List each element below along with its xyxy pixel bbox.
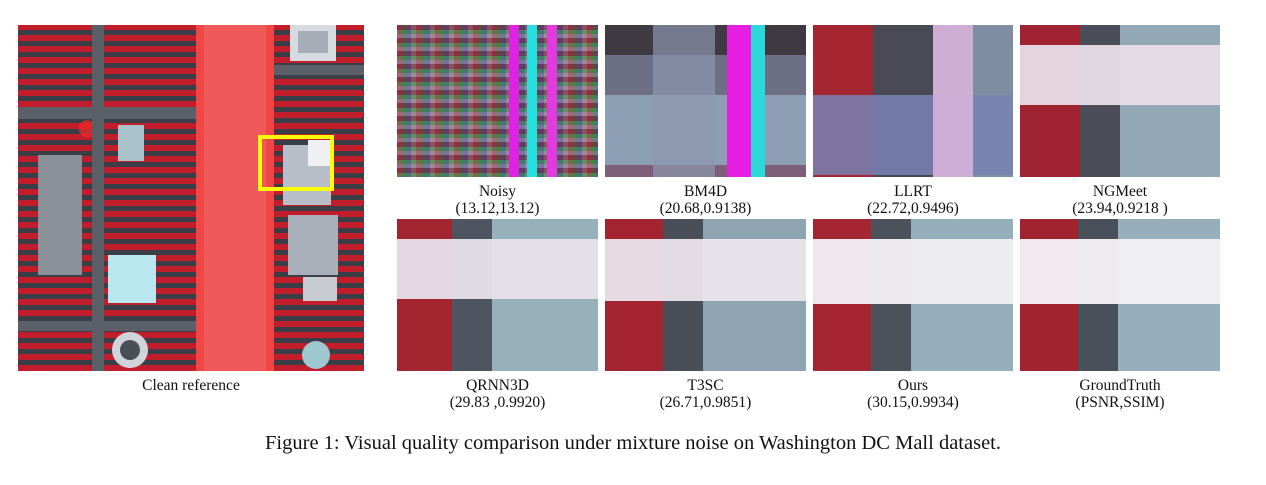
clean-reference-image: [18, 25, 364, 371]
panel-groundtruth-image: [1020, 219, 1220, 371]
panel-llrt-name: LLRT: [894, 183, 932, 200]
panel-groundtruth-name: GroundTruth: [1079, 377, 1161, 394]
building: [108, 255, 156, 303]
panel-ngmeet-metric: (23.94,0.9218 ): [1072, 200, 1168, 217]
panel-bm4d-metric: (20.68,0.9138): [659, 200, 752, 217]
building: [288, 215, 338, 275]
building: [118, 125, 144, 161]
clean-reference-scene: [18, 25, 364, 371]
panel-t3sc-metric: (26.71,0.9851): [659, 394, 752, 411]
panel-ngmeet-name: NGMeet: [1092, 183, 1148, 200]
panel-qrnn3d-name: QRNN3D: [466, 377, 529, 394]
panel-llrt-caption: LLRT (22.72,0.9496): [813, 183, 1013, 217]
panel-qrnn3d-image: [397, 219, 598, 371]
panel-noisy-caption: Noisy (13.12,13.12): [397, 183, 598, 217]
panel-groundtruth-metric: (PSNR,SSIM): [1075, 394, 1165, 411]
panel-groundtruth-caption: GroundTruth (PSNR,SSIM): [1020, 377, 1220, 411]
clean-reference-label: Clean reference: [142, 377, 240, 394]
panel-ours-metric: (30.15,0.9934): [867, 394, 959, 411]
panel-noisy-image: [397, 25, 598, 177]
panel-ngmeet-image: [1020, 25, 1220, 177]
panel-ours-caption: Ours (30.15,0.9934): [813, 377, 1013, 411]
panel-qrnn3d-caption: QRNN3D (29.83 ,0.9920): [397, 377, 598, 411]
panel-qrnn3d-metric: (29.83 ,0.9920): [449, 394, 546, 411]
panel-ours-image: [813, 219, 1013, 371]
figure-caption: Figure 1: Visual quality comparison unde…: [265, 432, 1001, 454]
panel-bm4d-name: BM4D: [683, 183, 728, 200]
panel-noisy-metric: (13.12,13.12): [455, 200, 540, 217]
panel-t3sc-caption: T3SC (26.71,0.9851): [605, 377, 806, 411]
building: [38, 155, 82, 275]
panel-ours-name: Ours: [897, 377, 929, 394]
panel-t3sc-name: T3SC: [687, 377, 724, 394]
panel-noisy-name: Noisy: [478, 183, 517, 200]
panel-t3sc-image: [605, 219, 806, 371]
panel-bm4d-image: [605, 25, 806, 177]
panel-llrt-metric: (22.72,0.9496): [867, 200, 959, 217]
highlight-box: [258, 135, 334, 191]
panel-ngmeet-caption: NGMeet (23.94,0.9218 ): [1020, 183, 1220, 217]
panel-llrt-image: [813, 25, 1013, 177]
panel-bm4d-caption: BM4D (20.68,0.9138): [605, 183, 806, 217]
